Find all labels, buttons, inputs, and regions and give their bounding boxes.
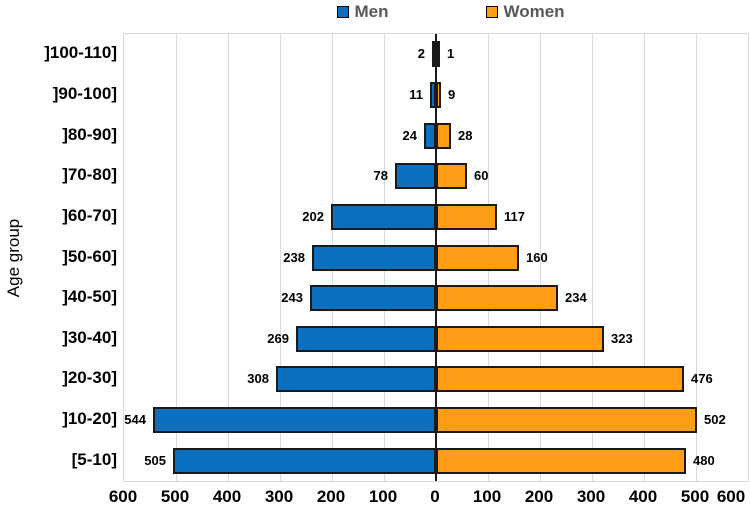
- women-bar: [436, 203, 497, 230]
- y-category-label: ]60-70]: [62, 205, 117, 225]
- y-category-label: ]80-90]: [62, 124, 117, 144]
- women-legend-swatch-icon: [486, 6, 499, 18]
- men-bar: [310, 285, 436, 312]
- x-tick-label: 200: [524, 487, 554, 506]
- x-tick-label: 100: [368, 487, 398, 506]
- gridline: [280, 34, 281, 481]
- y-category-label: ]40-50]: [62, 287, 117, 307]
- gridline: [696, 34, 697, 481]
- legend-label-women: Women: [503, 2, 565, 21]
- plot-area: 2 1 11 9 24 28 78 60 202 117 238 160 243 234 269 323 308…: [123, 33, 749, 482]
- x-tick-label: 200: [316, 487, 346, 506]
- women-bar: [436, 407, 697, 434]
- women-value-label: 323: [611, 330, 633, 346]
- men-bar: [276, 366, 436, 393]
- gridline: [540, 34, 541, 481]
- x-tick-label: 400: [212, 487, 242, 506]
- x-tick-label: 300: [576, 487, 606, 506]
- gridline: [228, 34, 229, 481]
- men-value-label: 202: [302, 208, 324, 224]
- x-tick-label: 300: [264, 487, 294, 506]
- men-legend-swatch-icon: [337, 6, 350, 18]
- women-bar: [436, 366, 684, 393]
- legend-item-women: Women: [486, 2, 565, 22]
- x-tick-label: 500: [680, 487, 710, 506]
- men-bar: [173, 447, 436, 474]
- men-bar: [312, 244, 436, 271]
- legend-item-men: Men: [337, 2, 388, 22]
- x-tick-label: 0: [430, 487, 440, 506]
- women-value-label: 234: [565, 290, 587, 306]
- women-bar: [436, 447, 686, 474]
- y-category-label: ]50-60]: [62, 246, 117, 266]
- men-bar: [296, 325, 436, 352]
- women-bar: [436, 285, 558, 312]
- men-value-label: 269: [267, 330, 289, 346]
- y-axis-labels: ]100-110] ]90-100] ]80-90] ]70-80] ]60-70] ]5…: [0, 0, 117, 513]
- women-value-label: 480: [693, 452, 715, 468]
- men-bar: [153, 407, 436, 434]
- women-bar: [436, 81, 441, 108]
- men-value-label: 308: [247, 371, 269, 387]
- women-bar: [436, 325, 604, 352]
- zero-axis-line: [435, 34, 437, 481]
- gridline: [644, 34, 645, 481]
- men-value-label: 24: [402, 127, 417, 143]
- y-category-label: ]20-30]: [62, 368, 117, 388]
- women-value-label: 117: [504, 208, 525, 224]
- women-value-label: 60: [474, 168, 489, 184]
- men-value-label: 544: [124, 412, 146, 428]
- x-tick-label: 400: [628, 487, 658, 506]
- y-category-label: ]100-110]: [44, 43, 117, 63]
- men-value-label: 238: [283, 249, 305, 265]
- women-value-label: 28: [458, 127, 473, 143]
- legend-label-men: Men: [354, 2, 389, 21]
- gridline: [176, 34, 177, 481]
- women-value-label: 476: [691, 371, 713, 387]
- women-bar: [436, 122, 451, 149]
- y-category-label: ]10-20]: [62, 409, 117, 429]
- women-value-label: 502: [704, 412, 726, 428]
- y-category-label: [5-10]: [71, 449, 117, 469]
- women-value-label: 1: [447, 46, 455, 62]
- x-tick-label: 100: [472, 487, 502, 506]
- women-value-label: 9: [448, 86, 456, 102]
- men-bar: [331, 203, 436, 230]
- women-bar: [436, 244, 519, 271]
- chart-legend: Men Women: [76, 2, 750, 22]
- women-value-label: 160: [526, 249, 548, 265]
- x-tick-label: 600: [108, 487, 138, 506]
- y-category-label: ]70-80]: [62, 165, 117, 185]
- x-tick-label: 500: [160, 487, 190, 506]
- women-bar: [436, 41, 440, 68]
- men-value-label: 243: [281, 290, 303, 306]
- men-bar: [395, 163, 436, 190]
- men-value-label: 2: [417, 46, 425, 62]
- women-bar: [436, 163, 467, 190]
- x-tick-label: 600: [716, 487, 746, 506]
- men-value-label: 78: [373, 168, 388, 184]
- men-value-label: 11: [409, 86, 423, 102]
- y-category-label: ]30-40]: [62, 327, 117, 347]
- men-value-label: 505: [144, 452, 166, 468]
- gridline: [592, 34, 593, 481]
- y-category-label: ]90-100]: [52, 83, 117, 103]
